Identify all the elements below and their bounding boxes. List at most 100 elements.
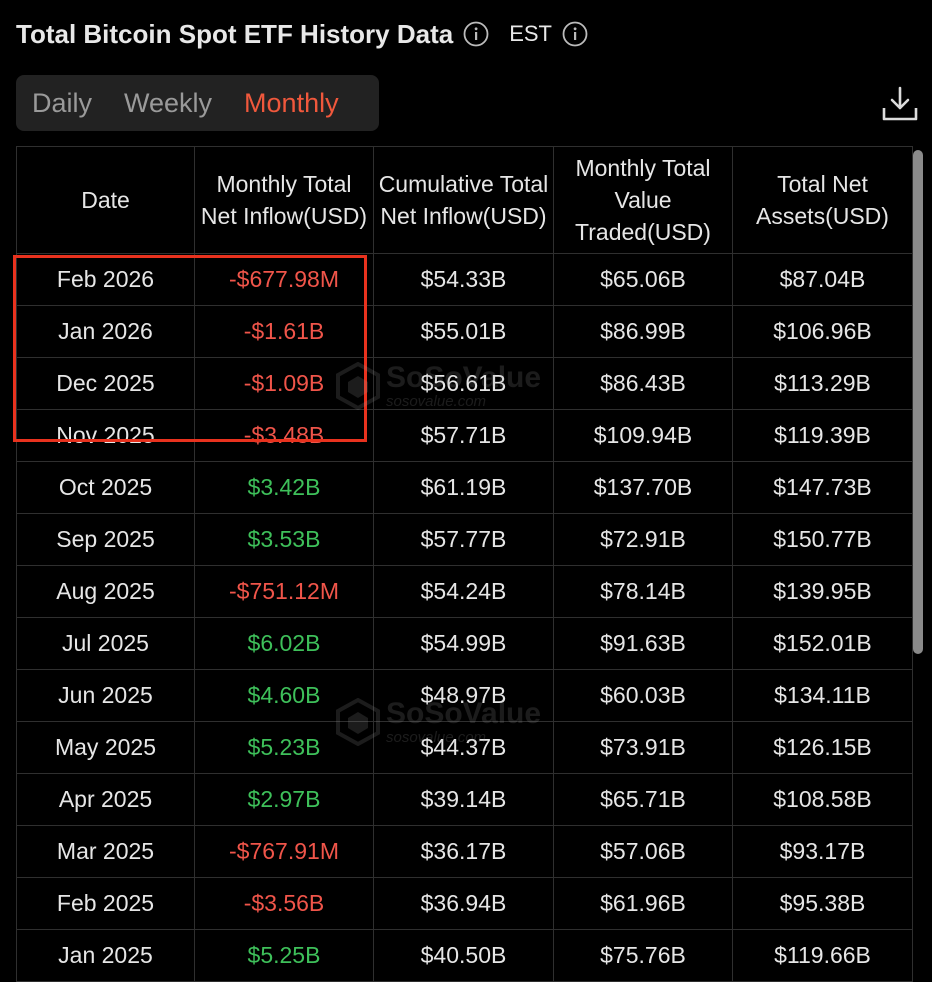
date-cell: Dec 2025 <box>16 357 195 410</box>
traded-cell: $65.71B <box>553 773 733 826</box>
date-cell: May 2025 <box>16 721 195 774</box>
assets-cell: $134.11B <box>732 669 913 722</box>
cumulative-cell: $54.33B <box>373 253 554 306</box>
assets-cell: $150.77B <box>732 513 913 566</box>
column-header-assets[interactable]: Total Net Assets(USD) <box>732 146 913 254</box>
table-row[interactable]: Nov 2025 -$3.48B $57.71B $109.94B $119.39B <box>16 409 913 462</box>
info-icon[interactable] <box>463 21 489 47</box>
cumulative-cell: $56.61B <box>373 357 554 410</box>
net-inflow-cell: -$1.09B <box>194 357 374 410</box>
net-inflow-cell: -$3.48B <box>194 409 374 462</box>
cumulative-cell: $36.17B <box>373 825 554 878</box>
net-inflow-cell: $5.25B <box>194 929 374 982</box>
date-cell: Jan 2026 <box>16 305 195 358</box>
assets-cell: $87.04B <box>732 253 913 306</box>
cumulative-cell: $39.14B <box>373 773 554 826</box>
traded-cell: $75.76B <box>553 929 733 982</box>
page-title: Total Bitcoin Spot ETF History Data <box>16 18 454 49</box>
assets-cell: $119.66B <box>732 929 913 982</box>
table-row[interactable]: Aug 2025 -$751.12M $54.24B $78.14B $139.95B <box>16 565 913 618</box>
table-row[interactable]: Oct 2025 $3.42B $61.19B $137.70B $147.73B <box>16 461 913 514</box>
net-inflow-cell: $6.02B <box>194 617 374 670</box>
table-row[interactable]: Jan 2026 -$1.61B $55.01B $86.99B $106.96B <box>16 305 913 358</box>
cumulative-cell: $54.99B <box>373 617 554 670</box>
traded-cell: $65.06B <box>553 253 733 306</box>
net-inflow-cell: -$767.91M <box>194 825 374 878</box>
date-cell: Aug 2025 <box>16 565 195 618</box>
date-cell: Mar 2025 <box>16 825 195 878</box>
assets-cell: $139.95B <box>732 565 913 618</box>
date-cell: Apr 2025 <box>16 773 195 826</box>
traded-cell: $91.63B <box>553 617 733 670</box>
date-cell: Feb 2026 <box>16 253 195 306</box>
download-icon[interactable] <box>880 84 920 124</box>
traded-cell: $61.96B <box>553 877 733 930</box>
assets-cell: $93.17B <box>732 825 913 878</box>
date-cell: Nov 2025 <box>16 409 195 462</box>
net-inflow-cell: -$3.56B <box>194 877 374 930</box>
date-cell: Jul 2025 <box>16 617 195 670</box>
assets-cell: $95.38B <box>732 877 913 930</box>
table-row[interactable]: Jun 2025 $4.60B $48.97B $60.03B $134.11B <box>16 669 913 722</box>
tab-daily[interactable]: Daily <box>32 87 93 118</box>
column-header-net-inflow[interactable]: Monthly Total Net Inflow(USD) <box>194 146 374 254</box>
traded-cell: $72.91B <box>553 513 733 566</box>
assets-cell: $113.29B <box>732 357 913 410</box>
tab-weekly[interactable]: Weekly <box>124 87 213 118</box>
assets-cell: $119.39B <box>732 409 913 462</box>
traded-cell: $109.94B <box>553 409 733 462</box>
table-row[interactable]: Dec 2025 -$1.09B $56.61B $86.43B $113.29B <box>16 357 913 410</box>
assets-cell: $126.15B <box>732 721 913 774</box>
cumulative-cell: $40.50B <box>373 929 554 982</box>
date-cell: Oct 2025 <box>16 461 195 514</box>
traded-cell: $60.03B <box>553 669 733 722</box>
table-row[interactable]: Feb 2025 -$3.56B $36.94B $61.96B $95.38B <box>16 877 913 930</box>
table-row[interactable]: Feb 2026 -$677.98M $54.33B $65.06B $87.04B <box>16 253 913 306</box>
table-row[interactable]: May 2025 $5.23B $44.37B $73.91B $126.15B <box>16 721 913 774</box>
net-inflow-cell: $3.53B <box>194 513 374 566</box>
net-inflow-cell: -$677.98M <box>194 253 374 306</box>
header: Total Bitcoin Spot ETF History Data EST <box>16 14 588 54</box>
table-row[interactable]: Mar 2025 -$767.91M $36.17B $57.06B $93.17B <box>16 825 913 878</box>
timezone-info-icon[interactable] <box>562 21 588 47</box>
column-header-cumulative[interactable]: Cumulative Total Net Inflow(USD) <box>373 146 554 254</box>
cumulative-cell: $36.94B <box>373 877 554 930</box>
table-row[interactable]: Jul 2025 $6.02B $54.99B $91.63B $152.01B <box>16 617 913 670</box>
scrollbar-thumb[interactable] <box>913 150 923 654</box>
etf-history-table: Date Monthly Total Net Inflow(USD) Cumul… <box>16 146 913 982</box>
date-cell: Feb 2025 <box>16 877 195 930</box>
timezone-label: EST <box>509 21 552 46</box>
date-cell: Jun 2025 <box>16 669 195 722</box>
assets-cell: $152.01B <box>732 617 913 670</box>
assets-cell: $147.73B <box>732 461 913 514</box>
net-inflow-cell: $2.97B <box>194 773 374 826</box>
tab-monthly[interactable]: Monthly <box>244 87 339 118</box>
net-inflow-cell: -$1.61B <box>194 305 374 358</box>
net-inflow-cell: $3.42B <box>194 461 374 514</box>
table-row[interactable]: Jan 2025 $5.25B $40.50B $75.76B $119.66B <box>16 929 913 982</box>
cumulative-cell: $54.24B <box>373 565 554 618</box>
assets-cell: $106.96B <box>732 305 913 358</box>
net-inflow-cell: $4.60B <box>194 669 374 722</box>
cumulative-cell: $61.19B <box>373 461 554 514</box>
column-header-traded[interactable]: Monthly Total Value Traded(USD) <box>553 146 733 254</box>
date-cell: Sep 2025 <box>16 513 195 566</box>
traded-cell: $73.91B <box>553 721 733 774</box>
table-row[interactable]: Sep 2025 $3.53B $57.77B $72.91B $150.77B <box>16 513 913 566</box>
net-inflow-cell: $5.23B <box>194 721 374 774</box>
table-header-row: Date Monthly Total Net Inflow(USD) Cumul… <box>16 146 913 254</box>
date-cell: Jan 2025 <box>16 929 195 982</box>
traded-cell: $86.99B <box>553 305 733 358</box>
cumulative-cell: $57.77B <box>373 513 554 566</box>
traded-cell: $137.70B <box>553 461 733 514</box>
net-inflow-cell: -$751.12M <box>194 565 374 618</box>
traded-cell: $86.43B <box>553 357 733 410</box>
column-header-date[interactable]: Date <box>16 146 195 254</box>
cumulative-cell: $55.01B <box>373 305 554 358</box>
traded-cell: $78.14B <box>553 565 733 618</box>
cumulative-cell: $44.37B <box>373 721 554 774</box>
cumulative-cell: $48.97B <box>373 669 554 722</box>
assets-cell: $108.58B <box>732 773 913 826</box>
table-row[interactable]: Apr 2025 $2.97B $39.14B $65.71B $108.58B <box>16 773 913 826</box>
traded-cell: $57.06B <box>553 825 733 878</box>
